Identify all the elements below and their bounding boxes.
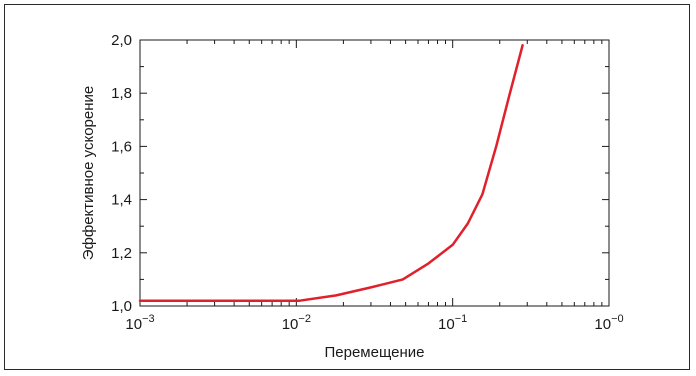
chart-frame: [4, 4, 690, 370]
y-tick-label: 1,0: [111, 298, 132, 315]
y-tick-label: 1,6: [111, 138, 132, 155]
y-axis-title: Эффективное ускорение: [80, 86, 97, 261]
y-tick-label: 1,2: [111, 245, 132, 262]
x-tick-label: 10−0: [594, 313, 623, 333]
y-tick-label: 2,0: [111, 32, 132, 49]
y-tick-label: 1,4: [111, 192, 132, 209]
x-tick-label: 10−3: [125, 313, 154, 333]
x-tick-label: 10−2: [282, 313, 311, 333]
x-axis-title: Перемещение: [325, 344, 425, 361]
x-tick-label: 10−1: [438, 313, 467, 333]
y-tick-label: 1,8: [111, 85, 132, 102]
plot-area: [139, 39, 610, 307]
series-line: [138, 44, 524, 302]
